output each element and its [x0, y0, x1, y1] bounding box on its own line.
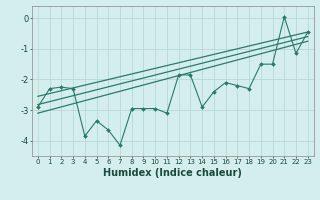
X-axis label: Humidex (Indice chaleur): Humidex (Indice chaleur) — [103, 168, 242, 178]
